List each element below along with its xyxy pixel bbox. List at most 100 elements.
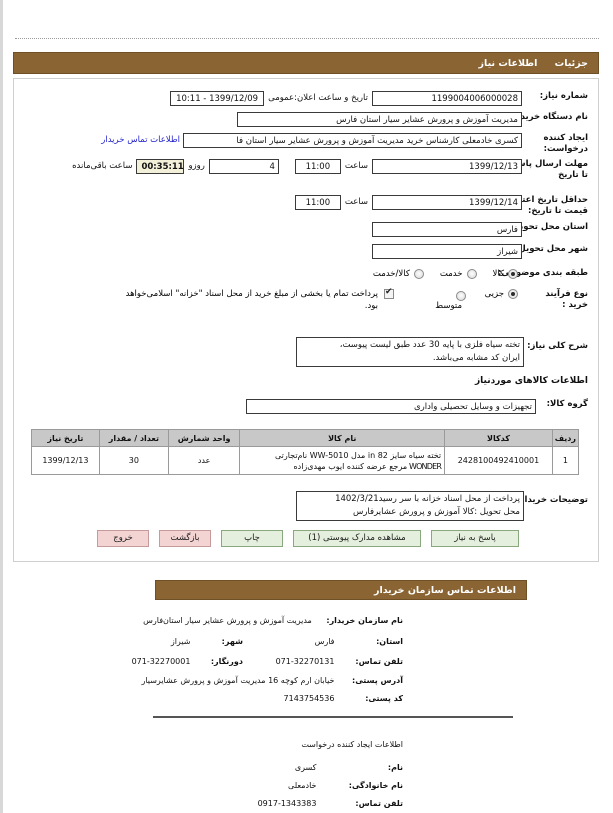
radio-goods-service-icon[interactable] [413, 268, 424, 279]
goods-section-title: اطلاعات کالاهای موردنیاز [474, 376, 588, 386]
creator-last-name-value: خادمعلی [288, 781, 317, 790]
delivery-city-value: شیراز [372, 244, 522, 259]
cell-need-date: 1399/12/13 [31, 446, 100, 475]
respond-to-need-button[interactable]: پاسخ به نیاز [431, 530, 519, 547]
print-button[interactable]: چاپ [221, 530, 283, 547]
contact-postcode-label: کد پستی: [365, 694, 403, 703]
classification-label: طبقه بندی موضوعی: [498, 268, 588, 278]
row-price-validity: حداقل تاریخ اعتبار قیمت تا تاریخ: 1399/1… [294, 195, 588, 217]
classification-option-service[interactable]: خدمت [439, 268, 477, 279]
contact-province-value: فارس [314, 637, 335, 646]
countdown-timer: 00:35:11 [136, 159, 185, 174]
buyer-notes-label: توضیحات خریدار [519, 495, 588, 505]
cell-quantity: 30 [98, 446, 169, 475]
contact-phone-label: تلفن تماس: [355, 657, 403, 666]
treasury-payment-text-line1: پرداخت تمام یا بخشی از مبلغ خرید از محل … [125, 289, 378, 299]
contact-header-bar: اطلاعات تماس سازمان خریدار [155, 580, 527, 600]
radio-goods-icon[interactable] [508, 268, 518, 279]
contact-address-label: آدرس پستی: [352, 676, 403, 685]
radio-medium-icon[interactable] [456, 291, 466, 301]
row-contact-province: استان: فارس [315, 637, 403, 646]
classification-option-goods-label: کالا [492, 268, 504, 279]
classification-option-goods-service[interactable]: کالا/خدمت [372, 268, 424, 279]
row-response-deadline: مهلت ارسال پاسخ: تا تاریخ 1399/12/13 ساع… [68, 159, 588, 181]
row-contact-org: نام سازمان خریدار: مدیریت آموزش و پرورش … [143, 616, 403, 625]
delivery-province-value: فارس [372, 222, 522, 237]
need-number-label: شماره نیاز: [539, 91, 588, 101]
contact-province-label: استان: [376, 637, 403, 646]
classification-option-service-label: خدمت [439, 268, 463, 279]
validity-time-value: 11:00 [294, 195, 341, 210]
tab-need-info[interactable]: اطلاعات نیاز [478, 58, 538, 69]
col-code: کدکالا [444, 429, 553, 447]
general-description-value: تخته سیاه فلزی با پایه 30 عدد طبق لیست پ… [296, 337, 524, 367]
cell-index: 1 [551, 446, 580, 475]
section-divider [153, 716, 513, 718]
action-button-row: پاسخ به نیاز مشاهده مدارک پیوستی (1) چاپ… [3, 530, 613, 547]
back-button[interactable]: بازگشت [159, 530, 211, 547]
row-delivery-province: استان محل تحویل: فارس [372, 222, 588, 237]
cell-unit: عدد [167, 446, 241, 475]
days-unit-label: روزو [188, 161, 205, 171]
view-attachments-button[interactable]: مشاهده مدارک پیوستی (1) [293, 530, 421, 547]
creator-label-line2: درخواست: [543, 144, 588, 154]
validity-date-value: 1399/12/14 [372, 195, 522, 210]
deadline-time-label: ساعت [344, 161, 368, 171]
table-row: 1 2428100492410001 تخته سیاه سایز 82 in … [31, 446, 580, 475]
general-description-line2: ایران کد مشابه می‌باشد. [432, 352, 520, 363]
deadline-time-value: 11:00 [294, 159, 341, 174]
days-remaining-value: 4 [208, 159, 279, 174]
buyer-contact-link[interactable]: اطلاعات تماس خریدار [101, 135, 180, 145]
goods-group-label: گروه کالا: [546, 399, 588, 409]
row-creator-first-name: نام: کسری [295, 763, 403, 772]
contact-city-value: شیراز [170, 637, 191, 646]
classification-option-goods-service-label: کالا/خدمت [372, 268, 410, 279]
exit-button[interactable]: خروج [97, 530, 149, 547]
need-details-panel: شماره نیاز: 1199004006000028 تاریخ و ساع… [13, 78, 599, 562]
cell-name: تخته سیاه سایز 82 in مدل WW-5010 نام‌تجا… [239, 446, 446, 475]
contact-fax-value: 071-32270001 [131, 657, 191, 666]
row-request-creator: ایجاد کننده درخواست: کسری خادمعلی کارشنا… [98, 133, 588, 155]
row-buyer-notes: توضیحات خریدار پرداخت از محل اسناد خزانه… [296, 491, 588, 521]
radio-minor-icon[interactable] [508, 289, 518, 299]
row-contact-address: آدرس پستی: خیابان ارم کوچه 16 مدیریت آمو… [141, 676, 403, 685]
row-general-description: شرح کلی نیاز: تخته سیاه فلزی با پایه 30 … [296, 337, 588, 367]
treasury-payment-checkbox[interactable] [384, 287, 394, 299]
col-quantity: تعداد / مقدار [98, 429, 169, 447]
row-delivery-city: شهر محل تحویل: شیراز [372, 244, 588, 259]
row-classification: طبقه بندی موضوعی: کالا خدمت کالا/خدمت [357, 268, 588, 279]
delivery-province-label: استان محل تحویل: [509, 222, 588, 232]
row-creator-phone: تلفن تماس: 0917-1343383 [258, 799, 403, 808]
col-unit: واحد شمارش [167, 429, 241, 447]
delivery-city-label: شهر محل تحویل: [515, 244, 588, 254]
radio-service-icon[interactable] [466, 268, 477, 279]
validity-time-label: ساعت [344, 197, 368, 207]
row-goods-group: گروه کالا: تجهیزات و وسایل تحصیلی واداری [246, 399, 588, 414]
classification-option-goods[interactable]: کالا [492, 268, 518, 279]
top-divider [15, 38, 599, 39]
creator-first-name-value: کسری [294, 763, 317, 772]
row-need-number: شماره نیاز: 1199004006000028 تاریخ و ساع… [170, 91, 588, 106]
creator-phone-label: تلفن تماس: [355, 799, 403, 808]
creator-label-line1: ایجاد کننده [543, 133, 588, 143]
contact-org-value: مدیریت آموزش و پرورش عشایر سیار استان‌فا… [143, 616, 312, 625]
process-option-minor[interactable]: جزیی [485, 289, 518, 299]
process-option-minor-label: جزیی [484, 289, 504, 299]
creator-phone-value: 0917-1343383 [257, 799, 317, 808]
deadline-label-line2: تا تاریخ [558, 170, 588, 180]
creator-info-title: اطلاعات ایجاد کننده درخواست [301, 740, 403, 749]
deadline-label-line1: مهلت ارسال پاسخ: [507, 159, 588, 169]
process-option-medium[interactable] [456, 291, 466, 301]
countdown-suffix-label: ساعت باقی‌مانده [72, 161, 133, 171]
goods-table-header-row: ردیف کدکالا نام کالا واحد شمارش تعداد / … [31, 429, 580, 447]
need-number-value: 1199004006000028 [372, 91, 522, 106]
buyer-notes-value: پرداخت از محل اسناد خزانه با سر رسید1402… [296, 491, 524, 521]
creator-first-name-label: نام: [387, 763, 403, 772]
tab-details[interactable]: جزئیات [554, 58, 588, 69]
validity-label-line2: قیمت تا تاریخ: [527, 206, 588, 216]
creator-value: کسری خادمعلی کارشناس خرید مدیریت آموزش و… [183, 133, 522, 148]
buyer-notes-line2: محل تحویل :کالا آموزش و پرورش عشایرفارس [352, 506, 520, 517]
process-label-line2: خرید : [562, 300, 588, 310]
general-description-line1: تخته سیاه فلزی با پایه 30 عدد طبق لیست پ… [339, 340, 520, 350]
row-buyer-org: نام دستگاه خریدار: مدیریت آموزش و پرورش … [237, 112, 588, 127]
